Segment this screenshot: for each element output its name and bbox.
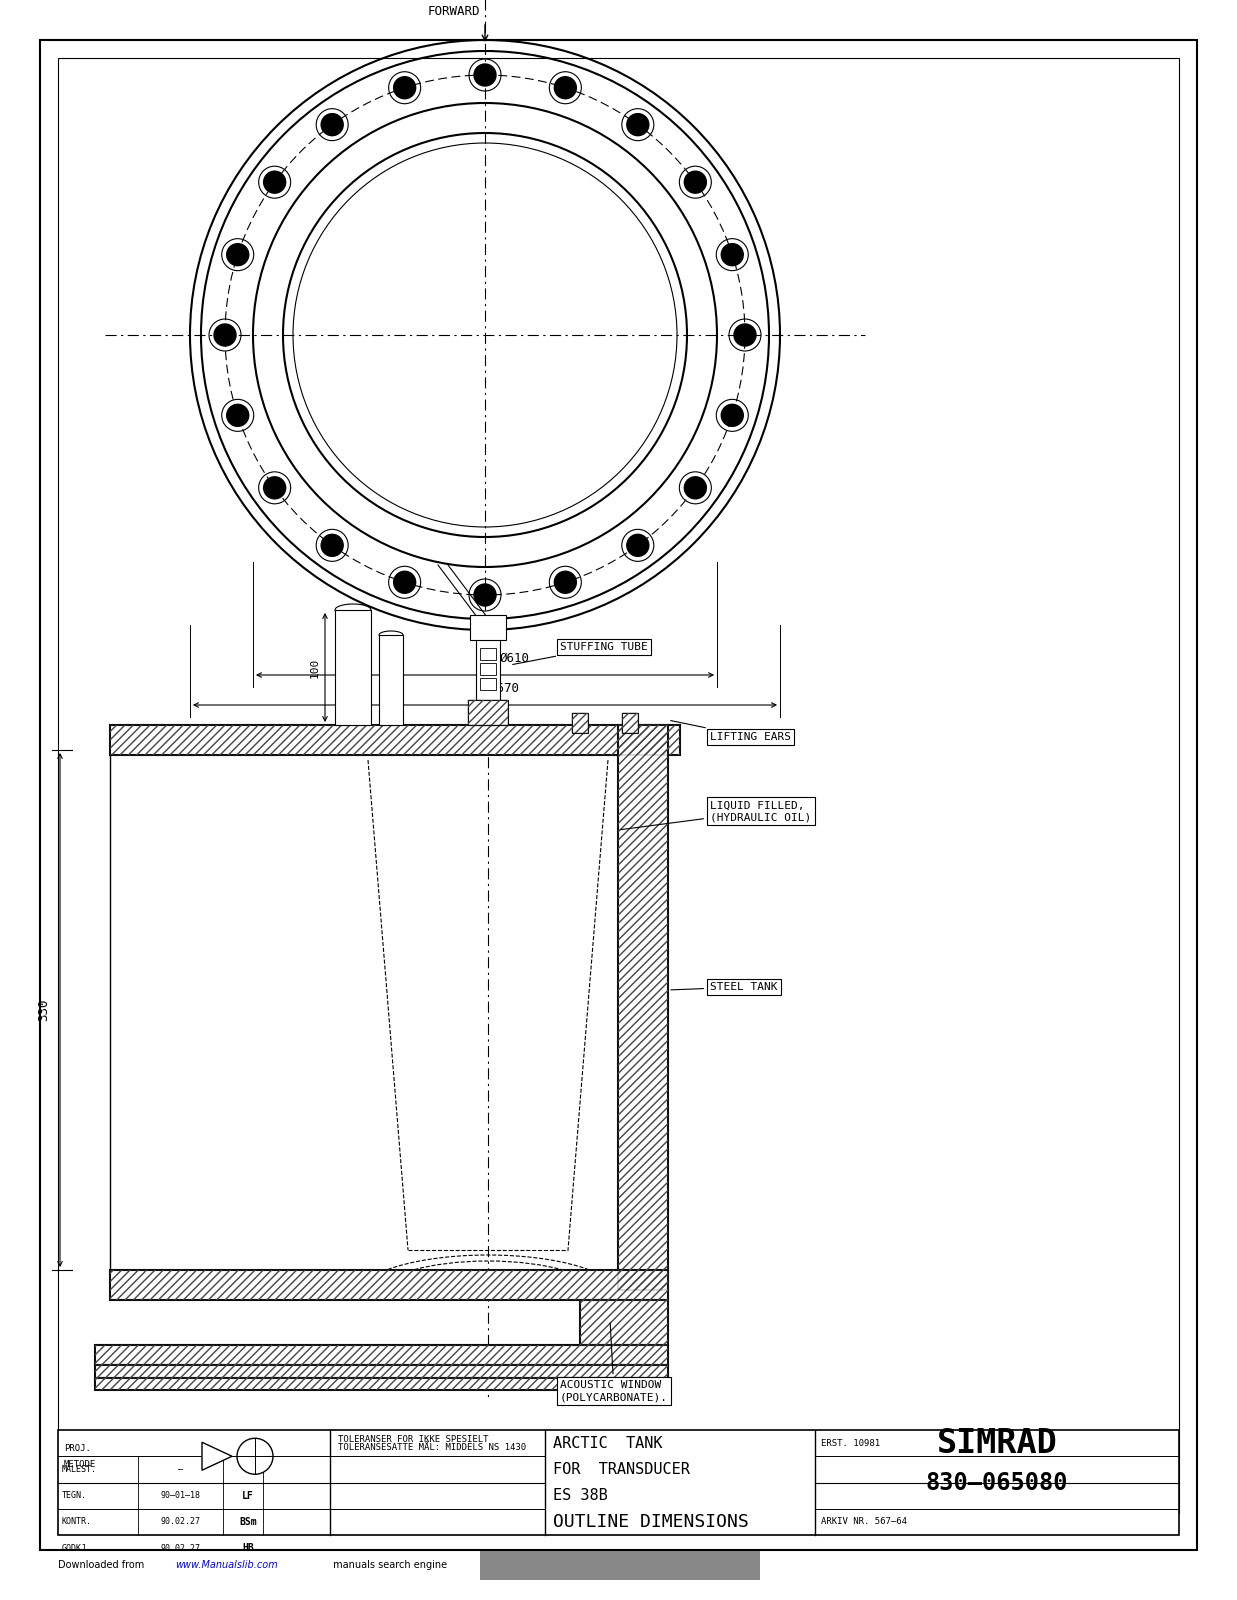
Text: STEEL TANK: STEEL TANK <box>670 982 778 992</box>
Bar <box>622 714 638 733</box>
Bar <box>379 635 403 725</box>
Bar <box>571 714 588 733</box>
Text: BSm: BSm <box>239 1517 257 1526</box>
Text: LIFTING EARS: LIFTING EARS <box>670 720 790 742</box>
Circle shape <box>322 114 343 136</box>
Bar <box>622 714 638 733</box>
Bar <box>580 1299 668 1346</box>
Circle shape <box>684 171 706 194</box>
Circle shape <box>393 571 416 594</box>
Text: Downloaded from: Downloaded from <box>58 1560 147 1570</box>
Circle shape <box>226 243 249 266</box>
Bar <box>95 1346 668 1365</box>
Bar <box>95 1365 668 1378</box>
Text: 830–065080: 830–065080 <box>925 1470 1069 1494</box>
Text: TOLERANSER FOR IKKE SPESIELT: TOLERANSER FOR IKKE SPESIELT <box>338 1435 489 1443</box>
Circle shape <box>684 477 706 499</box>
Circle shape <box>554 571 576 594</box>
Text: –: – <box>178 1466 183 1474</box>
Text: LF: LF <box>242 1491 254 1501</box>
Circle shape <box>393 77 416 99</box>
Circle shape <box>214 323 236 346</box>
Text: GODKJ.: GODKJ. <box>62 1544 92 1552</box>
Bar <box>470 614 506 640</box>
Text: HB: HB <box>242 1542 254 1554</box>
Bar <box>95 1378 668 1390</box>
Text: 330: 330 <box>37 998 49 1021</box>
Bar <box>480 648 496 659</box>
Circle shape <box>721 405 743 426</box>
Bar <box>480 678 496 690</box>
Text: Ø610: Ø610 <box>500 653 529 666</box>
Circle shape <box>322 534 343 557</box>
Text: METODE: METODE <box>64 1459 96 1469</box>
Bar <box>571 714 588 733</box>
Bar <box>110 1270 668 1299</box>
Bar <box>480 1550 760 1581</box>
Bar <box>580 1299 668 1346</box>
Bar <box>468 701 508 725</box>
Text: PROJ.: PROJ. <box>64 1443 90 1453</box>
Text: ES 38B: ES 38B <box>553 1488 607 1502</box>
Bar <box>95 1378 668 1390</box>
Bar <box>110 725 680 755</box>
Text: SIMRAD: SIMRAD <box>936 1427 1058 1459</box>
Circle shape <box>627 534 649 557</box>
Bar <box>335 610 371 725</box>
Text: KONTR.: KONTR. <box>62 1517 92 1526</box>
Text: MALEST.: MALEST. <box>62 1466 96 1474</box>
Text: ARCTIC  TANK: ARCTIC TANK <box>553 1435 663 1451</box>
Bar <box>480 662 496 675</box>
Circle shape <box>238 1438 273 1474</box>
Bar <box>476 635 500 725</box>
Text: manuals search engine: manuals search engine <box>330 1560 447 1570</box>
Text: ARKIV NR. 567–64: ARKIV NR. 567–64 <box>821 1517 907 1526</box>
Bar <box>95 1346 668 1365</box>
Bar <box>618 725 668 1290</box>
Bar <box>110 725 680 755</box>
Circle shape <box>226 405 249 426</box>
Text: TEGN.: TEGN. <box>62 1491 87 1501</box>
Text: 90–01–18: 90–01–18 <box>161 1491 200 1501</box>
Bar <box>110 1270 668 1299</box>
Text: Ø670: Ø670 <box>490 682 520 694</box>
Circle shape <box>474 584 496 606</box>
Circle shape <box>554 77 576 99</box>
Text: OUTLINE DIMENSIONS: OUTLINE DIMENSIONS <box>553 1514 748 1531</box>
Bar <box>618 725 668 1290</box>
Text: ACOUSTIC WINDOW
(POLYCARBONATE).: ACOUSTIC WINDOW (POLYCARBONATE). <box>560 1323 668 1402</box>
Text: www.Manualslib.com: www.Manualslib.com <box>174 1560 278 1570</box>
Circle shape <box>474 64 496 86</box>
Text: LIQUID FILLED,
(HYDRAULIC OIL): LIQUID FILLED, (HYDRAULIC OIL) <box>621 800 811 830</box>
Text: 90.02.27: 90.02.27 <box>161 1517 200 1526</box>
Circle shape <box>263 477 286 499</box>
Circle shape <box>734 323 756 346</box>
Polygon shape <box>202 1442 233 1470</box>
Circle shape <box>721 243 743 266</box>
Text: FOR  TRANSDUCER: FOR TRANSDUCER <box>553 1462 690 1477</box>
Bar <box>95 1365 668 1378</box>
Text: TOLERANSESATTE MÅL: MIDDELS NS 1430: TOLERANSESATTE MÅL: MIDDELS NS 1430 <box>338 1443 526 1451</box>
Bar <box>468 701 508 725</box>
Circle shape <box>263 171 286 194</box>
Text: ERST. 10981: ERST. 10981 <box>821 1438 880 1448</box>
Text: STUFFING TUBE: STUFFING TUBE <box>512 642 648 664</box>
Text: 90.02.27: 90.02.27 <box>161 1544 200 1552</box>
Text: FORWARD: FORWARD <box>428 5 480 18</box>
Text: 100: 100 <box>310 658 320 678</box>
Circle shape <box>627 114 649 136</box>
Bar <box>58 1430 1179 1534</box>
